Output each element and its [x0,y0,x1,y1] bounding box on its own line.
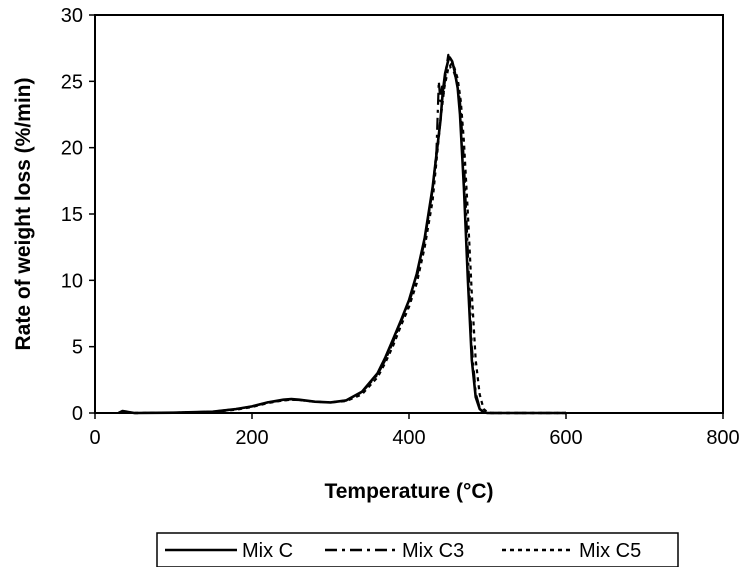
legend: Mix C Mix C3 Mix C5 [156,532,679,567]
y-tick-label: 20 [61,138,83,160]
legend-label: Mix C3 [402,540,464,562]
legend-label: Mix C5 [579,540,641,562]
y-tick-label: 30 [61,5,83,27]
y-tick-label: 15 [61,204,83,226]
y-tick-label: 25 [61,71,83,93]
legend-items: Mix C Mix C3 Mix C5 [165,540,641,562]
x-tick-label: 800 [706,427,739,449]
y-axis-ticks: 0 5 10 15 20 25 30 [61,5,95,425]
y-tick-label: 10 [61,270,83,292]
x-axis-title: Temperature (°C) [324,480,493,503]
x-tick-label: 0 [89,427,100,449]
x-axis-ticks: 0 200 400 600 800 [89,413,740,449]
legend-label: Mix C [242,540,293,562]
plot-area [94,14,724,414]
y-tick-label: 0 [72,403,83,425]
series-lines [117,53,566,415]
x-tick-label: 200 [235,427,268,449]
y-tick-label: 5 [72,337,83,359]
y-axis-title: Rate of weight loss (%/min) [12,77,35,350]
legend-box [156,532,679,567]
series-line-mix-c5 [118,61,566,415]
x-tick-label: 400 [392,427,425,449]
x-tick-label: 600 [549,427,582,449]
